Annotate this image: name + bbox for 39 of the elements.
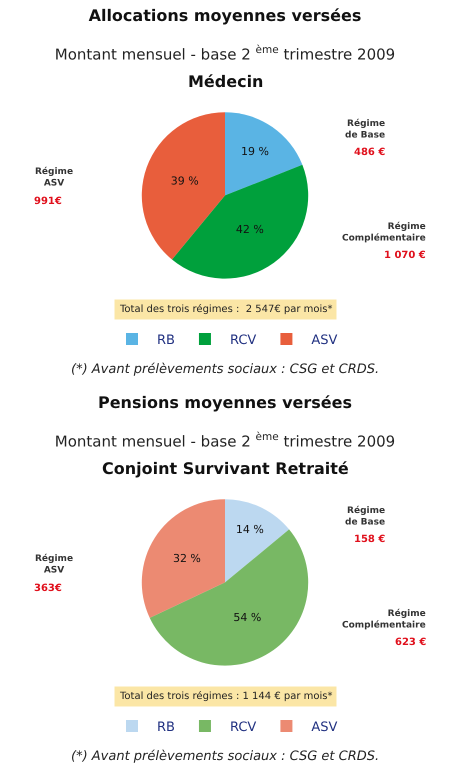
- pie-slice: [142, 499, 225, 618]
- data-label: 14 %: [236, 523, 264, 536]
- text: 363€: [34, 583, 62, 594]
- chart-title: Allocations moyennes versées: [88, 6, 362, 25]
- pie-slice: [172, 164, 308, 278]
- chart-title: Pensions moyennes versées: [98, 392, 352, 412]
- text: Total des trois régimes : 1 144 € par mois*: [119, 691, 332, 702]
- text: Régime de Base: [345, 505, 386, 528]
- text: Régime Complémentaire: [342, 221, 426, 244]
- text: Total des trois régimes : 2 547€ par mois*: [119, 304, 332, 315]
- text: Régime Complémentaire: [342, 608, 426, 631]
- text: (*) Avant prélèvements sociaux : CSG et CRDS.: [71, 362, 380, 377]
- data-label: 42 %: [236, 223, 264, 236]
- text: Conjoint Survivant Retraité: [102, 459, 349, 478]
- text: (*) Avant prélèvements sociaux : CSG et CRDS.: [71, 749, 380, 764]
- pie-slice: [225, 112, 302, 196]
- data-label: 54 %: [233, 611, 262, 624]
- text: 991€: [34, 196, 62, 207]
- text: 486 €: [354, 147, 386, 158]
- pie-slice: [225, 499, 290, 582]
- text: 158 €: [354, 534, 386, 545]
- data-label: 32 %: [172, 552, 201, 565]
- text: Régime de Base: [345, 118, 386, 141]
- data-label: 39 %: [170, 174, 199, 188]
- text: Médecin: [188, 72, 264, 91]
- text: Régime ASV: [35, 166, 74, 189]
- legend-label: ASV: [311, 720, 338, 736]
- legend-label: ASV: [311, 333, 338, 348]
- legend-label: RB: [157, 333, 175, 348]
- data-label: 19 %: [240, 144, 269, 158]
- legend-label: RCV: [230, 720, 256, 736]
- text: 623 €: [395, 637, 426, 648]
- text: 1 070 €: [384, 250, 426, 261]
- chart-subtitle: Montant mensuel - base 2 $^{ème}$ trimestre 2009: [54, 44, 396, 64]
- text: Régime ASV: [35, 553, 74, 576]
- legend-label: RB: [157, 720, 175, 736]
- pie-slice: [142, 112, 225, 260]
- chart-subtitle: Montant mensuel - base 2 $^{ème}$ trimestre 2009: [54, 431, 396, 450]
- legend-label: RCV: [230, 333, 256, 348]
